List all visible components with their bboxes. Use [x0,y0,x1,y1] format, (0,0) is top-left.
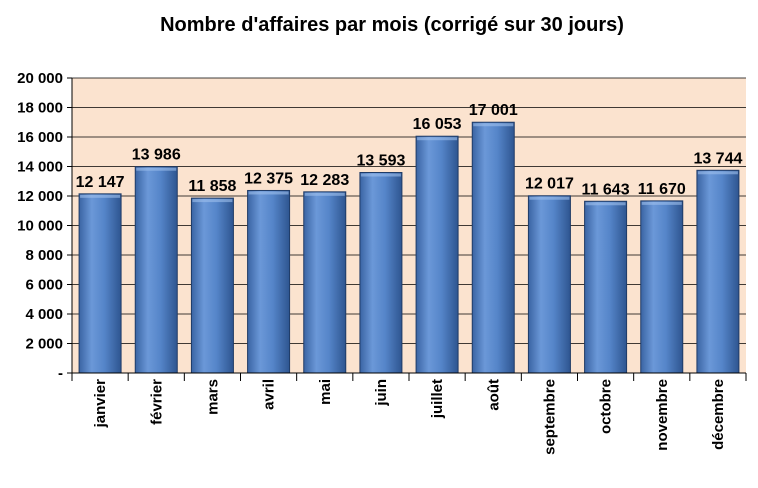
bar-highlight [473,123,514,127]
bar-highlight [192,199,233,203]
bar-highlight [641,201,682,205]
y-tick-label: 12 000 [17,188,63,205]
bar-highlight [136,167,177,171]
bar-mai [303,191,347,374]
x-tick-label: août [485,379,502,411]
chart-title: Nombre d'affaires par mois (corrigé sur … [160,14,624,36]
bar-avril [247,189,291,374]
bar-juin [359,172,403,374]
bar-mars [190,197,234,374]
y-tick-label: 10 000 [17,218,63,235]
x-tick-label: janvier [92,379,109,429]
x-tick-label: février [148,379,165,425]
bar-highlight [304,192,345,196]
data-labels: 12 147 13 986 11 858 12 375 12 283 13 593 16 0… [76,102,743,198]
x-tick-label: avril [261,379,278,410]
y-tick-label: 4 000 [25,306,63,323]
data-label: 12 147 [76,174,125,191]
y-tick-label: 8 000 [25,247,63,264]
bar-highlight [529,196,570,200]
bar-highlight [248,191,289,195]
x-tick-label: juin [373,379,390,407]
x-tick-label: octobre [598,379,615,434]
bar-highlight [697,171,738,175]
data-label: 12 283 [300,172,349,189]
data-label: 13 593 [356,153,405,170]
bars [78,121,740,374]
y-tick-label: 18 000 [17,100,63,117]
bar-février [134,166,178,374]
bar-janvier [78,193,122,374]
x-tick-label: septembre [541,379,558,455]
data-label: 12 017 [525,176,574,193]
gridlines [72,77,746,344]
y-tick-label: 6 000 [25,277,63,294]
x-tick-label: novembre [654,379,671,451]
bar-décembre [696,169,740,374]
x-tick-label: décembre [710,379,727,450]
bar-octobre [584,200,628,374]
data-label: 17 001 [469,102,518,119]
bar-highlight [417,137,458,141]
y-tick-label: 16 000 [17,129,63,146]
bar-highlight [585,202,626,206]
data-label: 11 858 [188,178,236,195]
y-axis: - 2 000 4 000 6 000 8 000 10 000 12 000 14 000 1… [17,70,73,382]
y-tick-label: 20 000 [17,70,63,87]
y-tick-label: 2 000 [25,336,63,353]
bar-highlight [360,173,401,177]
data-label: 12 375 [244,170,293,187]
x-tick-label: mars [204,379,221,415]
bar-août [471,121,515,374]
y-tick-label: - [58,365,63,382]
x-axis: janvier février mars avril mai juin juillet aoû… [71,372,747,455]
data-label: 13 744 [693,150,742,167]
bar-novembre [640,200,684,374]
bar-juillet [415,135,459,374]
data-label: 11 670 [638,181,686,198]
data-label: 16 053 [413,116,462,133]
bar-septembre [527,195,571,374]
y-tick-label: 14 000 [17,159,63,176]
x-tick-label: mai [317,379,334,405]
data-label: 11 643 [582,181,630,198]
data-label: 13 986 [132,147,181,164]
bar-highlight [80,194,121,198]
x-tick-label: juillet [429,379,446,419]
